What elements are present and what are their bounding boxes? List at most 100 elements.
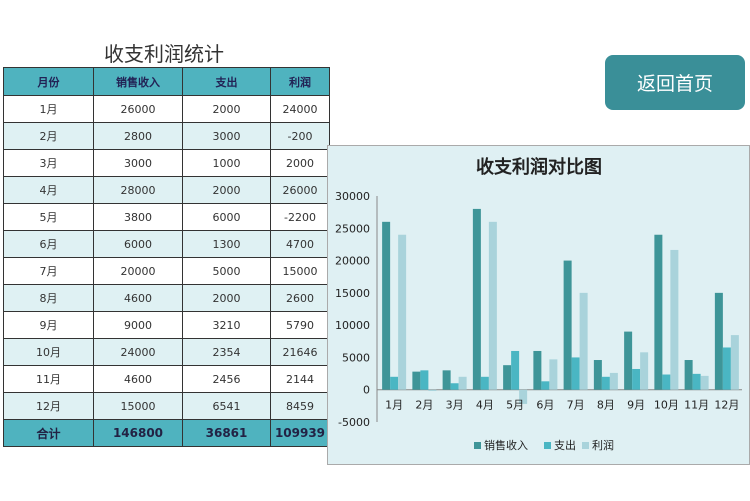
table-cell: 26000 bbox=[270, 176, 330, 204]
table-cell: 8月 bbox=[3, 284, 94, 312]
bar bbox=[640, 352, 649, 390]
y-tick-label: 10000 bbox=[335, 319, 370, 332]
table-cell: 4600 bbox=[93, 284, 183, 312]
legend-swatch bbox=[544, 442, 551, 449]
bar bbox=[624, 331, 633, 390]
bar-chart: 收支利润对比图 30000 25000 20000 15000 10000 5000 0 -50… bbox=[335, 156, 742, 452]
bar bbox=[601, 376, 610, 390]
x-tick-label: 6月 bbox=[536, 399, 554, 412]
bar bbox=[563, 260, 572, 390]
table-cell: 2000 bbox=[270, 149, 330, 177]
table-cell: 26000 bbox=[93, 95, 183, 123]
chart-title: 收支利润对比图 bbox=[476, 156, 602, 178]
table-cell: 6000 bbox=[182, 203, 271, 231]
legend-label: 利润 bbox=[592, 438, 614, 452]
bar bbox=[579, 292, 588, 390]
table-row: 11月 4600 2456 2144 bbox=[3, 365, 330, 393]
bar bbox=[442, 370, 451, 390]
bar bbox=[654, 234, 663, 390]
table-row: 1月 26000 2000 24000 bbox=[3, 95, 330, 123]
table-cell: -200 bbox=[270, 122, 330, 150]
x-tick-label: 5月 bbox=[506, 399, 524, 412]
bar bbox=[420, 370, 429, 390]
bar bbox=[390, 376, 399, 390]
x-tick-label: 12月 bbox=[714, 399, 739, 412]
bar bbox=[609, 372, 618, 390]
bar bbox=[412, 371, 421, 390]
total-cell: 合计 bbox=[3, 419, 94, 447]
table-cell: 1300 bbox=[182, 230, 271, 258]
table-cell: 5000 bbox=[182, 257, 271, 285]
table-cell: 11月 bbox=[3, 365, 94, 393]
x-tick-label: 3月 bbox=[446, 399, 464, 412]
table-row: 12月 15000 6541 8459 bbox=[3, 392, 330, 420]
x-tick-label: 1月 bbox=[385, 399, 403, 412]
y-tick-label: 25000 bbox=[335, 222, 370, 235]
table-cell: 12月 bbox=[3, 392, 94, 420]
bar bbox=[692, 373, 701, 390]
table-cell: 24000 bbox=[270, 95, 330, 123]
table-cell: 6000 bbox=[93, 230, 183, 258]
x-tick-label: 10月 bbox=[654, 399, 679, 412]
bar bbox=[730, 335, 739, 390]
y-tick-label: 30000 bbox=[335, 190, 370, 203]
bar bbox=[549, 359, 558, 390]
stats-table: 月份 销售收入 支出 利润 1月 26000 2000 24000 2月 2800 3000 -20… bbox=[3, 67, 330, 447]
table-cell: 2800 bbox=[93, 122, 183, 150]
y-tick-label: 5000 bbox=[342, 351, 370, 364]
bar bbox=[428, 389, 437, 392]
bar bbox=[503, 365, 512, 390]
bar bbox=[593, 360, 602, 390]
table-cell: 3000 bbox=[93, 149, 183, 177]
total-cell: 109939 bbox=[270, 419, 330, 447]
table-cell: 21646 bbox=[270, 338, 330, 366]
back-home-button[interactable]: 返回首页 bbox=[605, 55, 745, 110]
y-tick-label: -5000 bbox=[338, 416, 370, 429]
chart-panel: 收支利润对比图 30000 25000 20000 15000 10000 5000 0 -50… bbox=[327, 145, 750, 465]
table-cell: 1月 bbox=[3, 95, 94, 123]
table-cell: 2600 bbox=[270, 284, 330, 312]
legend-label: 销售收入 bbox=[484, 438, 528, 452]
bar bbox=[511, 350, 520, 390]
column-header: 销售收入 bbox=[93, 67, 183, 96]
table-cell: 2000 bbox=[182, 176, 271, 204]
table-cell: 3800 bbox=[93, 203, 183, 231]
table-cell: 2354 bbox=[182, 338, 271, 366]
x-tick-label: 2月 bbox=[415, 399, 433, 412]
table-cell: 20000 bbox=[93, 257, 183, 285]
table-row: 7月 20000 5000 15000 bbox=[3, 257, 330, 285]
column-header: 支出 bbox=[182, 67, 271, 96]
bar bbox=[632, 368, 641, 390]
bar bbox=[472, 208, 481, 390]
table-cell: 2144 bbox=[270, 365, 330, 393]
x-tick-label: 4月 bbox=[476, 399, 494, 412]
column-header: 利润 bbox=[270, 67, 330, 96]
x-tick-label: 9月 bbox=[627, 399, 645, 412]
table-cell: 4600 bbox=[93, 365, 183, 393]
legend-label: 支出 bbox=[554, 438, 576, 452]
bar bbox=[662, 374, 671, 390]
table-cell: 2月 bbox=[3, 122, 94, 150]
table-cell: 4700 bbox=[270, 230, 330, 258]
table-cell: 3月 bbox=[3, 149, 94, 177]
table-row: 6月 6000 1300 4700 bbox=[3, 230, 330, 258]
y-tick-label: 15000 bbox=[335, 287, 370, 300]
bar bbox=[541, 381, 550, 390]
bar bbox=[519, 389, 528, 404]
y-tick-label: 20000 bbox=[335, 255, 370, 268]
table-cell: -2200 bbox=[270, 203, 330, 231]
table-cell: 8459 bbox=[270, 392, 330, 420]
bar bbox=[458, 376, 467, 390]
y-tick-label: 0 bbox=[363, 384, 370, 397]
table-cell: 15000 bbox=[93, 392, 183, 420]
table-cell: 4月 bbox=[3, 176, 94, 204]
table-cell: 2000 bbox=[182, 284, 271, 312]
table-cell: 28000 bbox=[93, 176, 183, 204]
table-row: 10月 24000 2354 21646 bbox=[3, 338, 330, 366]
bar bbox=[480, 376, 489, 390]
legend-swatch bbox=[582, 442, 589, 449]
table-cell: 2000 bbox=[182, 95, 271, 123]
table-row: 9月 9000 3210 5790 bbox=[3, 311, 330, 339]
table-cell: 2456 bbox=[182, 365, 271, 393]
table-row: 8月 4600 2000 2600 bbox=[3, 284, 330, 312]
